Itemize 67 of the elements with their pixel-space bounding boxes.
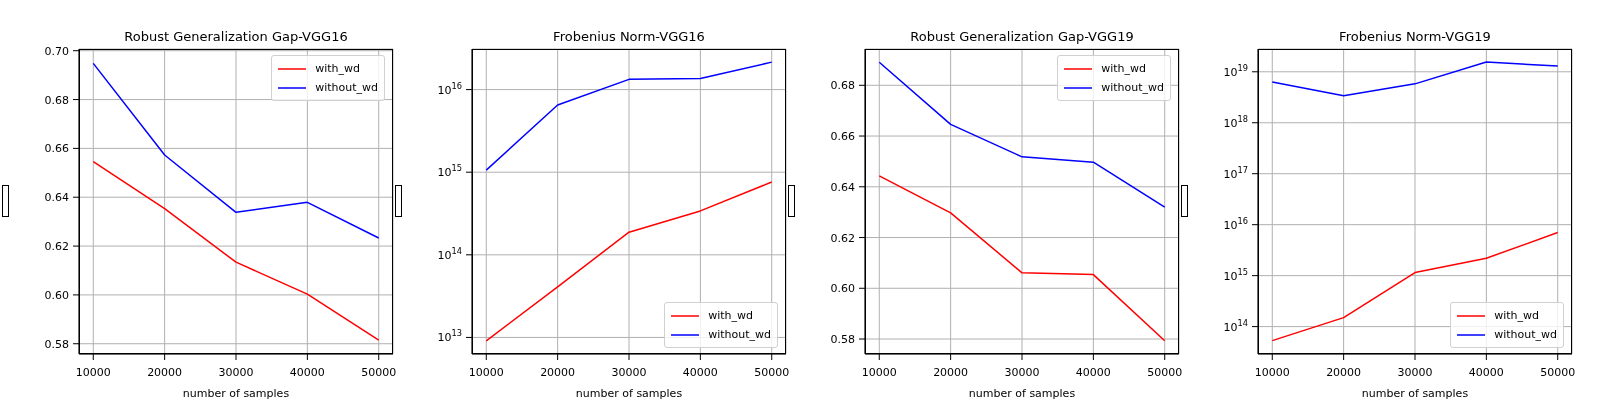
legend-label: without_wd [1101,81,1164,94]
x-tick-label: 30000 [1397,366,1433,379]
x-axis-title: number of samples [1361,387,1469,400]
x-tick-label: 40000 [1468,366,1504,379]
y-tick-label: 0.62 [44,240,69,254]
y-tick-label: 10$^{15}$ [1223,266,1248,283]
x-axis-title: number of samples [182,387,290,400]
x-tick-label: 20000 [1326,366,1362,379]
y-tick-label: 0.66 [44,142,69,156]
line-series [485,61,773,171]
y-tick-label: 10$^{17}$ [1223,164,1248,181]
y-tick-label: 10$^{14}$ [437,245,462,262]
x-tick-label: 50000 [361,366,397,379]
y-tick-label: 0.60 [44,288,69,302]
x-tick-label: 30000 [218,366,254,379]
line-series [485,181,773,342]
y-tick-label: 0.64 [830,180,855,194]
y-tick-label: 10$^{15}$ [437,163,462,180]
x-tick-label: 20000 [540,366,576,379]
legend-label: with_wd [315,62,360,75]
x-tick-label: 10000 [75,366,111,379]
x-axis-title: number of samples [968,387,1076,400]
y-tick-label: 0.60 [830,282,855,296]
x-tick-label: 50000 [1147,366,1183,379]
x-tick-label: 30000 [1004,366,1040,379]
legend-label: without_wd [315,81,378,94]
line-series [878,61,1166,208]
y-tick-label: 0.68 [44,93,69,107]
y-tick-label: 10$^{19}$ [1223,62,1248,79]
x-axis-title: number of samples [575,387,683,400]
y-tick-label: 10$^{16}$ [437,80,462,97]
x-tick-label: 40000 [1075,366,1111,379]
legend-label: with_wd [1101,62,1146,75]
y-tick-label: 10$^{18}$ [1223,113,1248,130]
x-tick-label: 20000 [933,366,969,379]
x-tick-label: 10000 [1254,366,1290,379]
x-tick-label: 20000 [147,366,183,379]
x-tick-label: 50000 [1540,366,1576,379]
y-tick-label: 10$^{13}$ [437,328,462,345]
line-series [92,62,380,239]
chart-title: Robust Generalization Gap-VGG19 [909,29,1135,44]
chart-title: Frobenius Norm-VGG19 [1338,29,1492,44]
legend-label: without_wd [1494,328,1557,341]
x-tick-label: 40000 [682,366,718,379]
y-tick-label: 10$^{16}$ [1223,215,1248,232]
y-tick-label: 0.64 [44,191,69,205]
y-tick-label: 0.68 [830,79,855,93]
x-tick-label: 50000 [754,366,790,379]
x-tick-label: 10000 [468,366,504,379]
line-series [1271,61,1559,97]
legend-label: without_wd [708,328,771,341]
legend-label: with_wd [1494,309,1539,322]
line-series [92,160,380,341]
y-tick-label: 0.70 [44,44,69,58]
x-tick-label: 30000 [611,366,647,379]
line-series [1271,231,1559,342]
chart-title: Frobenius Norm-VGG16 [552,29,706,44]
y-tick-label: 10$^{14}$ [1223,317,1248,334]
line-series [878,175,1166,342]
y-tick-label: 0.66 [830,130,855,144]
y-tick-label: 0.58 [830,333,855,347]
x-tick-label: 10000 [861,366,897,379]
legend-label: with_wd [708,309,753,322]
y-tick-label: 0.62 [830,231,855,245]
chart-title: Robust Generalization Gap-VGG16 [123,29,349,44]
y-tick-label: 0.58 [44,337,69,351]
x-tick-label: 40000 [289,366,325,379]
